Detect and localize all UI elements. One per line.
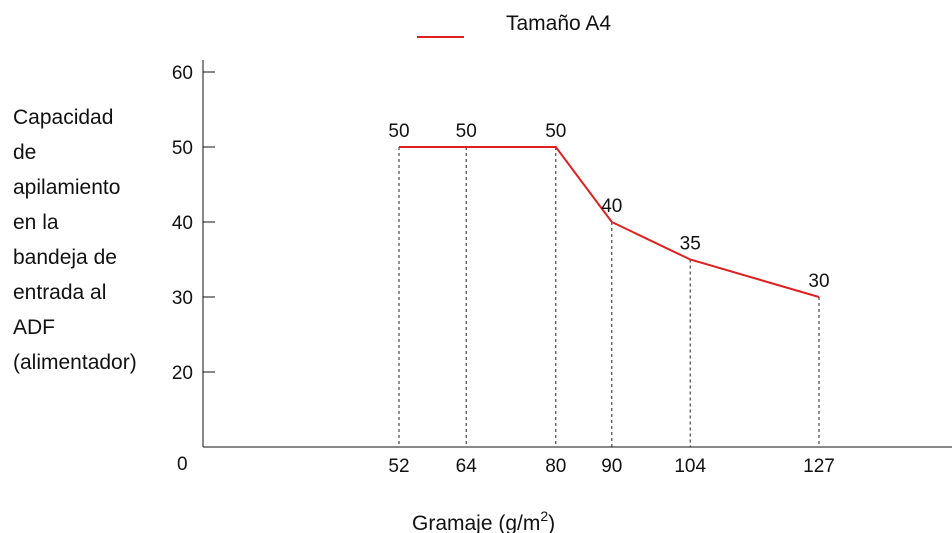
x-tick-label: 104 (674, 456, 706, 477)
y-axis-label-line: (alimentador) (13, 351, 137, 374)
y-tick-label: 60 (172, 63, 193, 84)
series-tamano-a4 (399, 146, 820, 298)
y-axis-label-line: ADF (13, 316, 55, 339)
x-axis-label-main: Gramaje (g/m (412, 512, 540, 533)
y-axis-label-line: entrada al (13, 281, 106, 304)
data-label: 50 (388, 121, 409, 142)
legend-label: Tamaño A4 (506, 12, 611, 35)
y-axis-label-line: apilamiento (13, 176, 120, 199)
y-tick-label: 50 (172, 138, 193, 159)
x-tick-label: 52 (388, 456, 409, 477)
y-axis-label-line: bandeja de (13, 246, 117, 269)
y-tick-label: 40 (172, 213, 193, 234)
data-label: 40 (601, 196, 622, 217)
x-ticks: 52 64 80 90 104 127 (388, 456, 834, 477)
x-axis-label-end: ) (548, 512, 555, 533)
x-tick-label: 127 (803, 456, 835, 477)
x-tick-label: 64 (456, 456, 478, 477)
y-axis-label: Capacidad de apilamiento en la bandeja de ent… (13, 106, 137, 374)
data-label: 35 (680, 234, 701, 255)
guide-lines (398, 147, 820, 447)
legend: Tamaño A4 (417, 12, 611, 38)
y-ticks: 20 30 40 50 60 (172, 63, 215, 384)
data-label: 30 (808, 271, 829, 292)
x-axis-label-superscript: 2 (540, 508, 548, 524)
origin-label: 0 (177, 454, 188, 475)
data-label: 50 (456, 121, 477, 142)
x-axis-label: Gramaje (g/m2) (412, 508, 555, 533)
y-axis-label-line: en la (13, 211, 59, 234)
y-tick-label: 20 (172, 363, 193, 384)
y-axis-label-line: de (13, 141, 36, 164)
series-line (399, 146, 820, 298)
x-tick-label: 80 (545, 456, 566, 477)
data-labels: 50 50 50 40 35 30 (388, 121, 829, 292)
data-label: 50 (545, 121, 566, 142)
y-tick-label: 30 (172, 288, 193, 309)
x-tick-label: 90 (601, 456, 622, 477)
y-axis-label-line: Capacidad (13, 106, 113, 129)
